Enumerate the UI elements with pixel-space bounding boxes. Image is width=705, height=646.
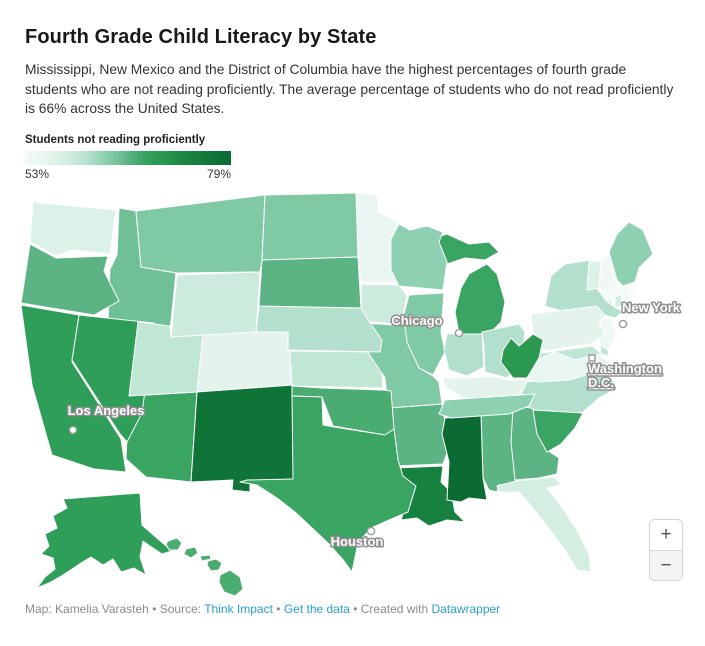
state-vt[interactable] xyxy=(586,259,602,291)
state-tx[interactable] xyxy=(239,395,417,573)
footer-map-credit: Map: Kamelia Varasteh xyxy=(25,602,149,616)
state-ms[interactable] xyxy=(441,414,488,503)
map-zoom-controls: + − xyxy=(649,519,683,581)
city-label-washington-d-c: Washington D.C. xyxy=(588,361,662,390)
city-label-los-angeles: Los Angeles xyxy=(68,403,145,418)
state-ne[interactable] xyxy=(255,305,383,353)
state-in[interactable] xyxy=(443,331,485,377)
footer-source-link[interactable]: Think Impact xyxy=(204,602,273,616)
legend: Students not reading proficiently 53% 79… xyxy=(0,134,705,181)
city-label-houston: Houston xyxy=(331,534,384,549)
state-sc[interactable] xyxy=(532,409,584,453)
state-ak[interactable] xyxy=(36,492,173,589)
city-marker-los-angeles xyxy=(68,425,78,435)
state-tn[interactable] xyxy=(438,393,536,419)
state-al[interactable] xyxy=(480,410,517,493)
footer-separator: • xyxy=(353,602,358,616)
state-mo[interactable] xyxy=(362,317,443,409)
zoom-in-button[interactable]: + xyxy=(650,520,682,550)
footer-created-with: Created with xyxy=(360,602,429,616)
city-marker-new-york xyxy=(618,319,628,329)
state-ks[interactable] xyxy=(289,350,384,389)
state-me[interactable] xyxy=(608,221,654,287)
legend-gradient-bar xyxy=(25,150,231,165)
footer-tool-link[interactable]: Datawrapper xyxy=(431,602,501,616)
chart-header: Fourth Grade Child Literacy by State Mis… xyxy=(0,0,705,119)
state-mt[interactable] xyxy=(135,194,266,274)
chart-description: Mississippi, New Mexico and the District… xyxy=(25,62,674,117)
state-hi[interactable] xyxy=(165,537,183,551)
legend-min-label: 53% xyxy=(25,166,50,181)
state-nm[interactable] xyxy=(190,384,294,493)
chart-title: Fourth Grade Child Literacy by State xyxy=(25,26,377,48)
state-mi[interactable] xyxy=(454,263,506,335)
footer-separator: • xyxy=(276,602,281,616)
footer-source-label: Source: xyxy=(159,602,202,616)
state-wy[interactable] xyxy=(170,271,261,338)
state-wi[interactable] xyxy=(390,223,448,291)
city-marker-chicago xyxy=(454,328,464,338)
state-nv[interactable] xyxy=(71,314,155,443)
state-hi[interactable] xyxy=(206,558,223,572)
footer-separator: • xyxy=(152,602,157,616)
zoom-out-button[interactable]: − xyxy=(650,550,682,580)
legend-ticks: 53% 79% xyxy=(25,167,231,181)
us-choropleth-map[interactable]: Chicago New York Washington D.C. Los Angeles… xyxy=(0,183,705,613)
state-wa[interactable] xyxy=(29,201,117,257)
footer-get-data-link[interactable]: Get the data xyxy=(283,602,350,616)
state-pa[interactable] xyxy=(530,305,606,353)
legend-max-label: 79% xyxy=(206,166,231,181)
city-label-chicago: Chicago xyxy=(391,313,442,328)
state-sd[interactable] xyxy=(258,256,362,309)
city-marker-washington-d-c xyxy=(588,354,596,362)
state-wv[interactable] xyxy=(500,333,544,379)
state-nd[interactable] xyxy=(261,192,359,261)
city-label-new-york: New York xyxy=(622,300,681,315)
state-ri[interactable] xyxy=(614,294,624,309)
state-hi[interactable] xyxy=(183,546,199,559)
state-or[interactable] xyxy=(20,243,120,316)
state-hi[interactable] xyxy=(199,554,212,562)
footer-attribution: Map: Kamelia Varasteh • Source: Think Im… xyxy=(25,602,500,616)
city-marker-houston xyxy=(366,526,376,536)
legend-title: Students not reading proficiently xyxy=(25,133,206,146)
state-hi[interactable] xyxy=(218,569,244,597)
state-fl[interactable] xyxy=(496,476,592,573)
